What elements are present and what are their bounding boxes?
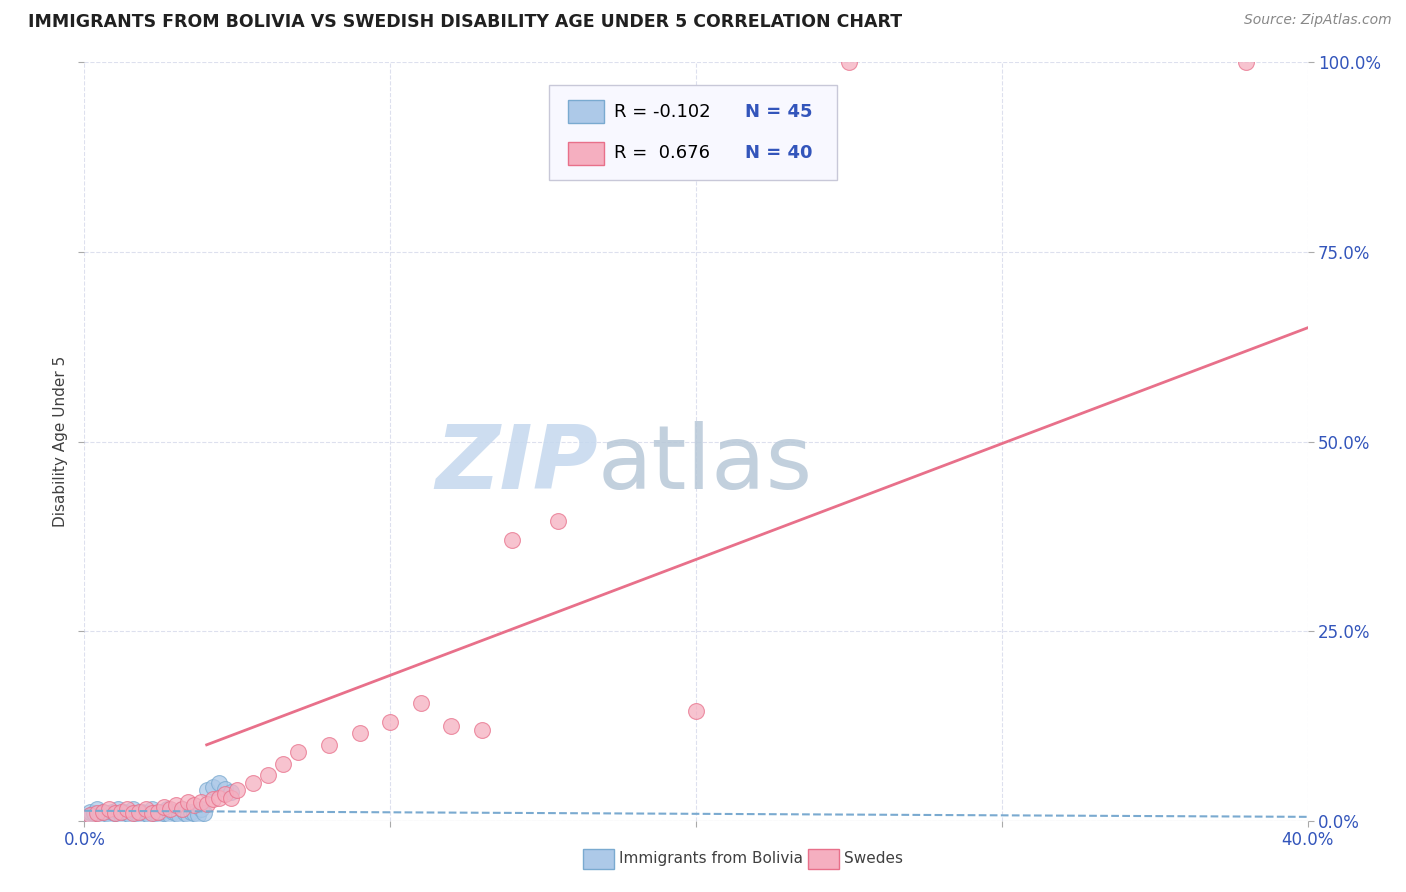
Text: N = 45: N = 45 bbox=[745, 103, 813, 120]
Point bbox=[174, 806, 197, 821]
Point bbox=[91, 805, 114, 819]
Point bbox=[91, 805, 114, 819]
Point bbox=[172, 802, 194, 816]
Point bbox=[271, 756, 294, 771]
Point bbox=[409, 696, 432, 710]
Point bbox=[143, 806, 166, 821]
Point bbox=[141, 806, 163, 821]
Point bbox=[79, 805, 101, 819]
Point bbox=[110, 807, 132, 822]
Point bbox=[76, 810, 98, 824]
Bar bbox=[568, 142, 605, 165]
Point bbox=[156, 802, 179, 816]
Point bbox=[349, 726, 371, 740]
Point bbox=[141, 802, 163, 816]
Point bbox=[131, 805, 153, 819]
Point bbox=[120, 807, 142, 822]
Point bbox=[208, 776, 231, 790]
Point bbox=[79, 807, 101, 822]
Point bbox=[214, 781, 236, 796]
Point bbox=[201, 780, 224, 794]
Text: R =  0.676: R = 0.676 bbox=[614, 145, 710, 162]
Point bbox=[318, 738, 340, 752]
Point bbox=[219, 785, 242, 799]
Point bbox=[89, 807, 111, 822]
Point bbox=[86, 802, 108, 816]
Point bbox=[110, 805, 132, 819]
Point bbox=[122, 806, 145, 821]
Point bbox=[167, 807, 190, 822]
Point bbox=[79, 807, 101, 822]
Point bbox=[195, 783, 218, 797]
Y-axis label: Disability Age Under 5: Disability Age Under 5 bbox=[52, 356, 67, 527]
Point bbox=[183, 798, 205, 813]
Point bbox=[471, 723, 494, 737]
Point bbox=[226, 783, 249, 797]
Point bbox=[104, 806, 127, 821]
Point bbox=[177, 795, 200, 809]
Point bbox=[128, 807, 150, 822]
Point bbox=[97, 807, 120, 822]
Point bbox=[195, 797, 218, 811]
Text: Swedes: Swedes bbox=[844, 852, 903, 866]
Text: Source: ZipAtlas.com: Source: ZipAtlas.com bbox=[1244, 13, 1392, 28]
Point bbox=[146, 807, 169, 822]
Point bbox=[193, 806, 215, 821]
Point bbox=[101, 805, 124, 819]
Point bbox=[162, 805, 184, 819]
Bar bbox=[568, 101, 605, 123]
Point bbox=[146, 805, 169, 819]
Text: Immigrants from Bolivia: Immigrants from Bolivia bbox=[619, 852, 803, 866]
Point bbox=[440, 719, 463, 733]
Point bbox=[214, 787, 236, 801]
Point bbox=[107, 802, 129, 816]
Point bbox=[94, 806, 117, 821]
Point bbox=[149, 805, 172, 819]
Point bbox=[165, 806, 187, 821]
Point bbox=[86, 806, 108, 821]
Point bbox=[159, 802, 181, 816]
Point bbox=[180, 805, 202, 819]
Point bbox=[380, 715, 402, 730]
Point bbox=[208, 791, 231, 805]
Point bbox=[104, 806, 127, 821]
Text: IMMIGRANTS FROM BOLIVIA VS SWEDISH DISABILITY AGE UNDER 5 CORRELATION CHART: IMMIGRANTS FROM BOLIVIA VS SWEDISH DISAB… bbox=[28, 13, 903, 31]
Text: N = 40: N = 40 bbox=[745, 145, 813, 162]
Point bbox=[115, 806, 138, 821]
Point bbox=[135, 806, 157, 821]
Point bbox=[287, 746, 309, 760]
Point bbox=[165, 798, 187, 813]
Point bbox=[153, 800, 176, 814]
Text: R = -0.102: R = -0.102 bbox=[614, 103, 710, 120]
Point bbox=[190, 802, 212, 816]
Point bbox=[112, 805, 135, 819]
FancyBboxPatch shape bbox=[550, 85, 837, 180]
Point bbox=[190, 795, 212, 809]
Point bbox=[242, 776, 264, 790]
Point bbox=[159, 807, 181, 822]
Point bbox=[97, 802, 120, 816]
Point bbox=[1236, 55, 1258, 70]
Point bbox=[547, 514, 569, 528]
Point bbox=[172, 802, 194, 816]
Point bbox=[128, 805, 150, 819]
Point bbox=[122, 802, 145, 816]
Point bbox=[257, 768, 280, 782]
Point bbox=[125, 806, 148, 821]
Text: atlas: atlas bbox=[598, 421, 813, 508]
Point bbox=[183, 806, 205, 821]
Point bbox=[685, 704, 707, 718]
Point bbox=[153, 806, 176, 821]
Point bbox=[115, 802, 138, 816]
Point bbox=[177, 807, 200, 822]
Point bbox=[135, 802, 157, 816]
Point bbox=[502, 533, 524, 548]
Point bbox=[83, 806, 105, 821]
Point bbox=[219, 791, 242, 805]
Point bbox=[838, 55, 860, 70]
Point bbox=[186, 807, 208, 822]
Point bbox=[201, 792, 224, 806]
Point bbox=[138, 807, 160, 822]
Text: ZIP: ZIP bbox=[436, 421, 598, 508]
